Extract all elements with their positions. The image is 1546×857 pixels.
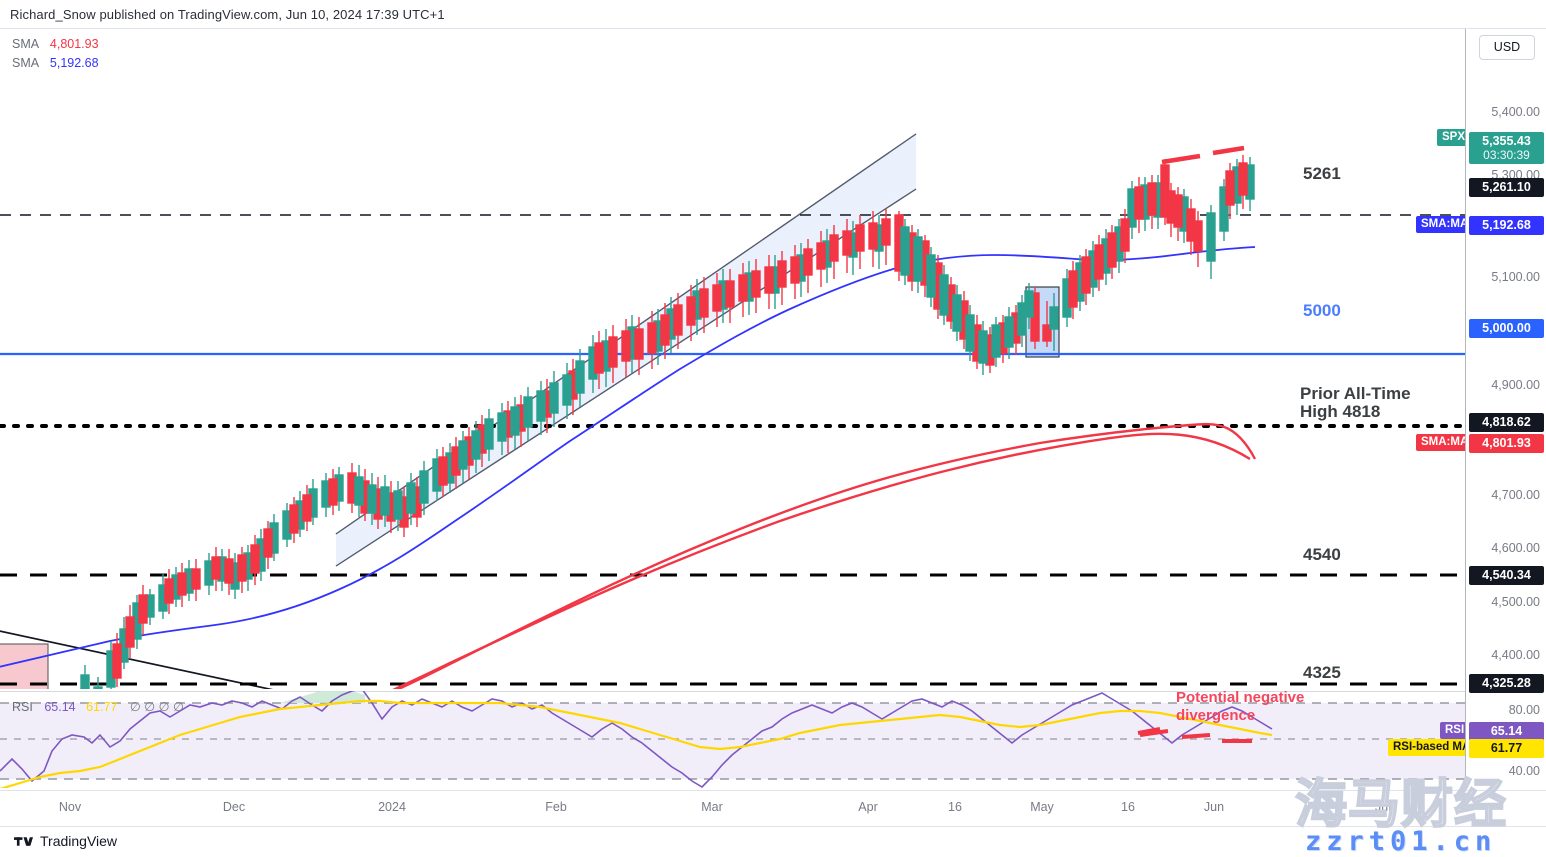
- time-tick: Dec: [222, 800, 246, 814]
- annotation-negative-divergence: Potential negative divergence: [1176, 689, 1305, 724]
- rsi-tag[interactable]: RSI: [1440, 722, 1465, 739]
- rsi-ma-line: [0, 699, 1273, 788]
- rsi-legend-empty-slots: ∅ ∅ ∅ ∅: [129, 700, 184, 714]
- divergence-dashed-line-upper[interactable]: [1161, 145, 1245, 165]
- price-tick: 4,700.00: [1491, 488, 1540, 502]
- sma-slow-tag[interactable]: SMA:MA: [1416, 216, 1465, 233]
- sma-fast-price[interactable]: 4,801.93: [1469, 434, 1544, 453]
- annotation-5000: 5000: [1303, 301, 1341, 320]
- price-legend-second-row: SMA 5,192.68: [12, 56, 99, 70]
- time-tick: 16: [948, 800, 962, 814]
- price-pane: [0, 133, 1465, 707]
- time-tick: Jul: [1375, 800, 1391, 814]
- tradingview-logo[interactable]: TradingView: [14, 833, 117, 849]
- level-4818[interactable]: 4,818.62: [1469, 413, 1544, 432]
- level-5261[interactable]: 5,261.10: [1469, 178, 1544, 197]
- rsi-ma-legend-value: 61.77: [86, 700, 118, 714]
- rsi-legend: RSI 65.14 61.77 ∅ ∅ ∅ ∅: [12, 699, 184, 714]
- level-4540[interactable]: 4,540.34: [1469, 566, 1544, 585]
- tradingview-mark-icon: [14, 836, 33, 846]
- currency-chip[interactable]: USD: [1479, 35, 1535, 60]
- price-axis[interactable]: USD 5,400.00 5,300.00 5,100.00 4,900.00 4,70…: [1467, 28, 1546, 788]
- price-tick: 4,400.00: [1491, 648, 1540, 662]
- sma-slow-legend-value: 5,192.68: [49, 56, 99, 70]
- rsi-ma-value-badge[interactable]: 61.77: [1469, 739, 1544, 758]
- chart-plot-area[interactable]: SMA 4,801.93 SMA 5,192.68 RSI 65.14 61.7…: [0, 28, 1466, 788]
- pink-rectangle-drawing[interactable]: [0, 643, 49, 707]
- sma-slow-price[interactable]: 5,192.68: [1469, 216, 1544, 235]
- price-tick: 5,100.00: [1491, 270, 1540, 284]
- time-tick: Feb: [545, 800, 567, 814]
- level-5000[interactable]: 5,000.00: [1469, 319, 1544, 338]
- price-tick: 5,400.00: [1491, 105, 1540, 119]
- time-tick: 2024: [378, 800, 406, 814]
- time-tick: May: [1030, 800, 1054, 814]
- sma-slow-legend-label: SMA: [12, 56, 39, 70]
- publisher-line: Richard_Snow published on TradingView.co…: [10, 7, 445, 22]
- rsi-tick: 40.00: [1508, 764, 1540, 778]
- time-tick: 16: [1121, 800, 1135, 814]
- price-tick: 4,900.00: [1491, 378, 1540, 392]
- rsi-tick: 80.00: [1508, 703, 1540, 717]
- annotation-prior-ath: Prior All-Time High 4818: [1300, 384, 1411, 421]
- footer-bar: TradingView: [0, 826, 1546, 857]
- price-tick: 4,500.00: [1491, 595, 1540, 609]
- rsi-value-badge[interactable]: 65.14: [1469, 722, 1544, 741]
- sma-fast-line-tail: [392, 432, 1251, 689]
- sma-fast-legend-value: 4,801.93: [49, 37, 99, 51]
- rsi-pane: [0, 691, 1465, 788]
- spx-last-price-countdown: 03:30:39: [1483, 148, 1530, 162]
- spx-last-price[interactable]: 5,355.43 03:30:39: [1469, 132, 1544, 164]
- annotation-4540: 4540: [1303, 545, 1341, 564]
- price-tick: 4,600.00: [1491, 541, 1540, 555]
- time-axis[interactable]: Nov Dec 2024 Feb Mar Apr 16 May 16 Jun Jul: [0, 790, 1546, 826]
- rsi-legend-label: RSI: [12, 700, 33, 714]
- descending-trendline-drawing[interactable]: [0, 629, 283, 692]
- time-tick: Nov: [58, 800, 82, 814]
- chart-canvas: [0, 133, 1465, 788]
- time-tick: Apr: [858, 800, 878, 814]
- level-4325[interactable]: 4,325.28: [1469, 674, 1544, 693]
- rsi-ma-tag[interactable]: RSI-based MA: [1388, 739, 1465, 756]
- candlestick-series: [80, 155, 1255, 689]
- divergence-dashed-line-rsi[interactable]: [1137, 727, 1252, 743]
- sma-slow-line: [0, 246, 1256, 668]
- time-tick: Mar: [701, 800, 723, 814]
- spx-series-tag[interactable]: SPX: [1437, 129, 1465, 146]
- rsi-line: [0, 691, 1273, 788]
- sma-fast-tag[interactable]: SMA:MA: [1416, 434, 1465, 451]
- price-legend: SMA 4,801.93: [12, 37, 99, 51]
- tradingview-wordmark: TradingView: [40, 833, 118, 849]
- annotation-4325: 4325: [1303, 663, 1341, 682]
- time-tick: Jun: [1203, 800, 1225, 814]
- sma-fast-legend-label: SMA: [12, 37, 39, 51]
- annotation-5261: 5261: [1303, 164, 1341, 183]
- rsi-legend-value: 65.14: [44, 700, 76, 714]
